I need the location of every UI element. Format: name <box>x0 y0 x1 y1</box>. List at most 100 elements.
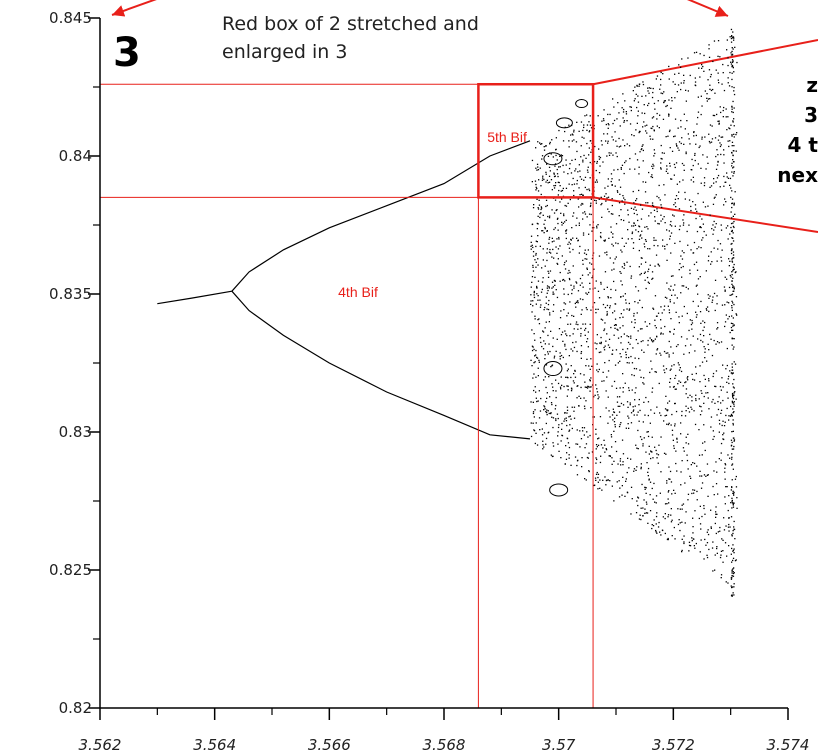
chaos-point <box>730 502 732 504</box>
chaos-point <box>552 442 554 444</box>
chaos-point <box>656 453 658 455</box>
chaos-point <box>695 208 697 210</box>
chaos-point <box>733 71 735 73</box>
left-arrow <box>111 0 157 17</box>
chaos-point <box>667 498 669 500</box>
chaos-point <box>570 376 572 379</box>
chaos-point <box>530 303 532 305</box>
chaos-point <box>667 409 669 411</box>
chaos-point <box>551 287 553 289</box>
chaos-point <box>608 154 611 156</box>
chaos-point <box>663 369 665 371</box>
chaos-point <box>590 140 592 142</box>
chaos-point <box>565 376 567 378</box>
chaos-point <box>725 227 727 229</box>
chaos-point <box>730 516 733 518</box>
chaos-point <box>693 462 696 465</box>
chaos-point <box>730 294 733 296</box>
chaos-point <box>671 535 673 537</box>
chaos-point <box>727 582 729 584</box>
chaos-point <box>700 300 702 303</box>
chaos-point <box>631 321 633 323</box>
chaos-point <box>648 268 650 270</box>
chaos-point <box>568 416 570 418</box>
chaos-point <box>732 571 734 573</box>
chaos-point <box>653 155 655 157</box>
chaos-point <box>620 272 622 274</box>
chaos-point <box>552 386 554 388</box>
chaos-point <box>669 289 671 291</box>
chaos-point <box>710 263 712 265</box>
chaos-point <box>651 271 654 273</box>
chaos-point <box>632 90 634 92</box>
chaos-point <box>642 160 644 162</box>
chaos-point <box>579 194 581 196</box>
chaos-point <box>663 216 665 218</box>
chaos-point <box>668 113 670 115</box>
chaos-point <box>599 479 601 481</box>
chaos-point <box>712 438 714 440</box>
chaos-point <box>559 280 561 282</box>
chaos-point <box>553 212 556 214</box>
chaos-point <box>631 389 633 391</box>
chaos-point <box>571 184 573 186</box>
chaos-point <box>530 248 532 250</box>
chaos-point <box>586 188 588 191</box>
chaos-point <box>729 184 731 186</box>
chaos-point <box>686 230 688 233</box>
chaos-point <box>615 223 618 225</box>
chaos-point <box>553 279 556 282</box>
chaos-point <box>731 400 733 402</box>
chaos-point <box>669 470 672 473</box>
chaos-point <box>571 314 573 317</box>
chaos-point <box>645 202 647 204</box>
chaos-point <box>731 249 733 251</box>
chaos-point <box>552 293 554 295</box>
chaos-point <box>532 264 534 267</box>
chaos-point <box>733 394 735 396</box>
chaos-point <box>645 181 647 183</box>
chaos-point <box>663 184 665 186</box>
chaos-point <box>679 522 681 524</box>
chaos-point <box>577 302 579 304</box>
chaos-point <box>656 406 658 408</box>
chaos-point <box>602 371 604 373</box>
chaos-point <box>692 201 694 203</box>
chaos-point <box>620 219 622 221</box>
chaos-point <box>604 322 606 324</box>
chaos-point <box>680 336 683 338</box>
chaos-point <box>625 111 627 113</box>
chaos-point <box>733 387 735 389</box>
chaos-point <box>564 268 567 270</box>
chaos-point <box>534 339 536 341</box>
chaos-point <box>656 512 658 514</box>
chaos-point <box>595 169 597 172</box>
chaos-point <box>700 322 702 324</box>
chaos-point <box>559 245 561 247</box>
chaos-point <box>646 276 649 279</box>
chaos-point <box>674 118 677 120</box>
chaos-point <box>659 352 661 354</box>
chaos-point <box>715 483 718 485</box>
chaos-point <box>617 168 619 171</box>
chaos-point <box>730 124 732 126</box>
chaos-point <box>574 302 576 305</box>
chaos-point <box>586 358 588 360</box>
chaos-point <box>576 121 578 123</box>
chaos-point <box>540 143 542 145</box>
chaos-point <box>731 570 733 572</box>
chaos-point <box>615 140 617 142</box>
chaos-point <box>673 302 675 304</box>
chaos-point <box>666 168 668 170</box>
chaos-point <box>625 242 627 244</box>
chaos-point <box>595 200 597 202</box>
chaos-point <box>638 404 640 406</box>
chaos-point <box>679 181 681 183</box>
chaos-point <box>718 431 720 433</box>
chaos-point <box>602 447 604 449</box>
chaos-point <box>727 378 729 380</box>
chaos-point <box>621 485 623 487</box>
chaos-point <box>581 202 583 205</box>
chaos-point <box>613 310 616 312</box>
chaos-point <box>660 92 662 94</box>
